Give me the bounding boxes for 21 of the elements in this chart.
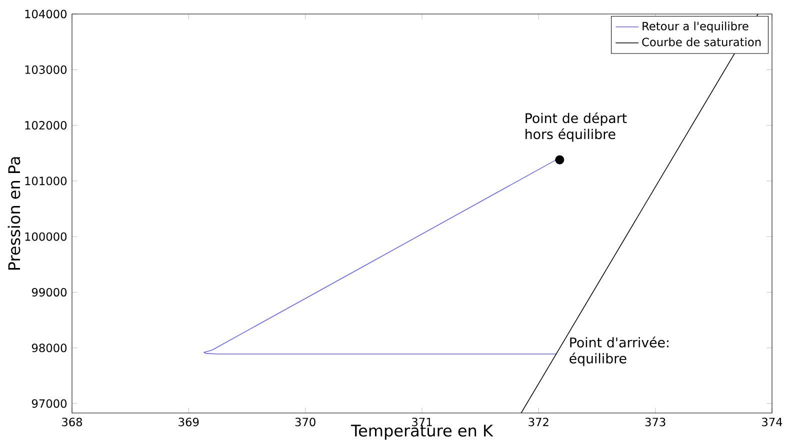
y-tick-label: 98000 bbox=[32, 344, 67, 352]
y-axis-title: Pression en Pa bbox=[8, 157, 20, 270]
x-tick-label: 369 bbox=[178, 418, 199, 426]
y-tick-label: 97000 bbox=[32, 399, 67, 408]
x-tick-label: 370 bbox=[295, 418, 316, 426]
x-tick-label: 371 bbox=[412, 418, 432, 426]
x-tick-label: 372 bbox=[528, 418, 548, 426]
annotation: Point d'arrivée: équilibre bbox=[570, 336, 668, 366]
x-axis-title: Temperature en K bbox=[350, 424, 494, 440]
annotation: Point de départ hors équilibre bbox=[526, 112, 627, 142]
y-tick-label: 100000 bbox=[25, 232, 67, 241]
x-tick-label: 373 bbox=[645, 418, 666, 426]
x-tick-label: 374 bbox=[762, 418, 782, 426]
legend-label: Retour a l'equilibre bbox=[642, 22, 748, 33]
y-tick-label: 102000 bbox=[25, 121, 67, 130]
x-tick-label: 368 bbox=[62, 418, 82, 426]
y-tick-label: 103000 bbox=[25, 65, 67, 74]
y-tick-label: 101000 bbox=[25, 176, 67, 186]
y-tick-label: 99000 bbox=[32, 288, 67, 297]
legend-label: Courbe de saturation bbox=[642, 38, 761, 46]
y-tick-label: 104000 bbox=[25, 10, 67, 18]
